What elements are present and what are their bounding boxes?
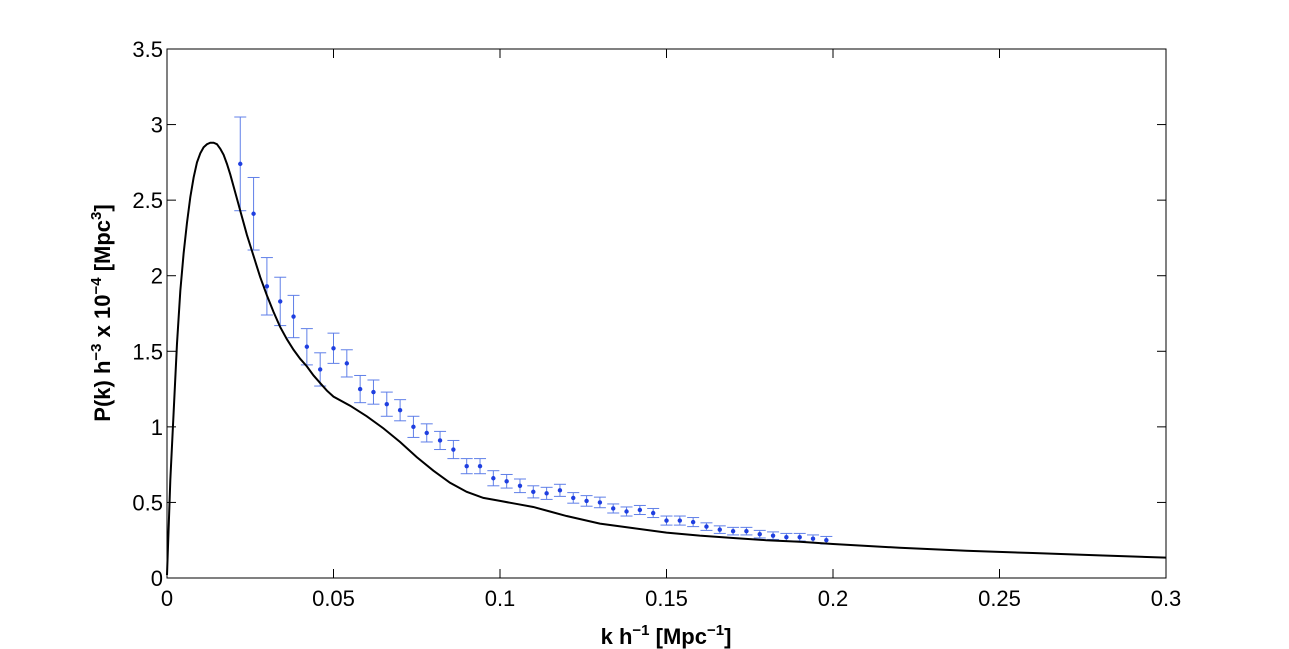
data-point bbox=[650, 510, 656, 516]
x-tick-label: 0 bbox=[161, 586, 173, 611]
y-tick-label: 1 bbox=[151, 415, 163, 440]
data-point bbox=[571, 495, 576, 501]
plot-area bbox=[166, 48, 1167, 579]
data-point bbox=[451, 447, 456, 452]
data-point bbox=[384, 401, 389, 407]
data-point bbox=[397, 408, 403, 413]
data-point bbox=[557, 488, 563, 493]
data-point bbox=[504, 479, 509, 484]
data-point bbox=[517, 483, 523, 489]
data-point bbox=[624, 509, 629, 514]
data-point bbox=[690, 519, 696, 525]
data-point bbox=[810, 536, 816, 541]
data-point bbox=[264, 284, 270, 289]
y-axis-label: P(k) h−3 x 10−4 [Mpc3] bbox=[88, 204, 115, 421]
data-point bbox=[424, 430, 429, 436]
data-point bbox=[344, 361, 350, 366]
data-point bbox=[717, 527, 722, 532]
x-tick-label: 0.25 bbox=[978, 586, 1021, 611]
data-point bbox=[464, 463, 469, 469]
data-point bbox=[357, 386, 363, 392]
x-tick-label: 0.05 bbox=[312, 586, 355, 611]
y-tick-label: 3 bbox=[151, 113, 163, 138]
data-point bbox=[304, 344, 310, 349]
data-point bbox=[664, 518, 669, 523]
data-point bbox=[411, 424, 416, 430]
x-tick-labels: 0 0.05 0.1 0.15 0.2 0.25 0.3 bbox=[161, 586, 1181, 611]
data-points bbox=[238, 161, 829, 543]
y-tick-label: 2.5 bbox=[132, 188, 163, 213]
x-axis-label: k h−1 [Mpc−1] bbox=[601, 622, 732, 649]
data-point bbox=[637, 507, 643, 513]
y-tick-label: 0 bbox=[151, 566, 163, 591]
data-point bbox=[238, 161, 243, 167]
y-tick-labels: 0 0.5 1 1.5 2 2.5 3 3.5 bbox=[132, 37, 163, 591]
x-tick-label: 0.15 bbox=[645, 586, 688, 611]
data-point bbox=[544, 491, 549, 496]
data-point bbox=[531, 489, 536, 495]
model-curve bbox=[166, 141, 1167, 576]
data-point bbox=[437, 438, 443, 443]
data-point bbox=[278, 299, 283, 304]
x-tick-label: 0.1 bbox=[485, 586, 516, 611]
data-point bbox=[491, 476, 496, 481]
y-tick-label: 1.5 bbox=[132, 339, 163, 364]
data-point bbox=[371, 389, 376, 395]
data-point bbox=[317, 367, 323, 372]
data-point bbox=[730, 528, 736, 534]
data-point bbox=[824, 538, 829, 543]
data-point bbox=[797, 534, 802, 540]
data-point bbox=[744, 528, 749, 534]
axis-ticks bbox=[166, 48, 1167, 579]
data-point bbox=[757, 531, 762, 537]
data-point bbox=[677, 518, 683, 523]
data-point bbox=[291, 314, 296, 319]
y-tick-label: 2 bbox=[151, 264, 163, 289]
data-point bbox=[331, 346, 336, 351]
data-point bbox=[584, 498, 589, 504]
y-tick-label: 0.5 bbox=[132, 490, 163, 515]
x-tick-label: 0.3 bbox=[1151, 586, 1182, 611]
data-point bbox=[477, 463, 483, 469]
data-point bbox=[784, 534, 789, 540]
y-tick-label: 3.5 bbox=[132, 37, 163, 62]
data-point bbox=[597, 500, 603, 505]
data-point bbox=[611, 506, 616, 511]
x-tick-label: 0.2 bbox=[818, 586, 849, 611]
data-point bbox=[251, 211, 256, 216]
data-point bbox=[704, 524, 709, 529]
data-point bbox=[770, 533, 776, 538]
